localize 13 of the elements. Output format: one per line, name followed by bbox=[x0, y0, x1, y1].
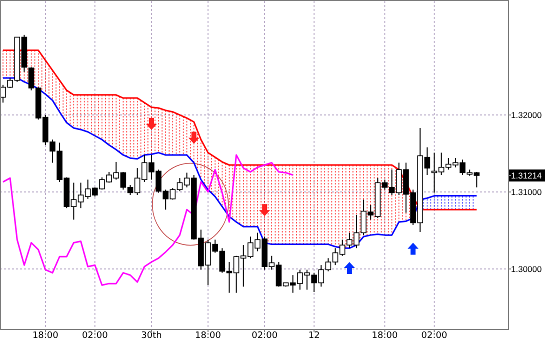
x-tick-label: 18:00 bbox=[372, 331, 398, 340]
y-tick-label: 1.32000 bbox=[511, 110, 542, 120]
x-tick-label: 02:00 bbox=[252, 331, 278, 340]
line-series bbox=[2, 154, 294, 286]
x-tick-label: 02:00 bbox=[82, 331, 108, 340]
y-tick-label: 1.31214 bbox=[511, 170, 542, 180]
x-tick-label: 30th bbox=[141, 331, 162, 340]
y-tick-label: 1.31000 bbox=[511, 186, 542, 197]
x-tick-label: 18:00 bbox=[32, 331, 59, 340]
x-tick-label: 02:00 bbox=[421, 331, 448, 340]
x-tick-label: 18:00 bbox=[195, 331, 222, 340]
y-tick-label: 1.30000 bbox=[511, 264, 542, 274]
x-tick-label: 12 bbox=[308, 331, 320, 340]
